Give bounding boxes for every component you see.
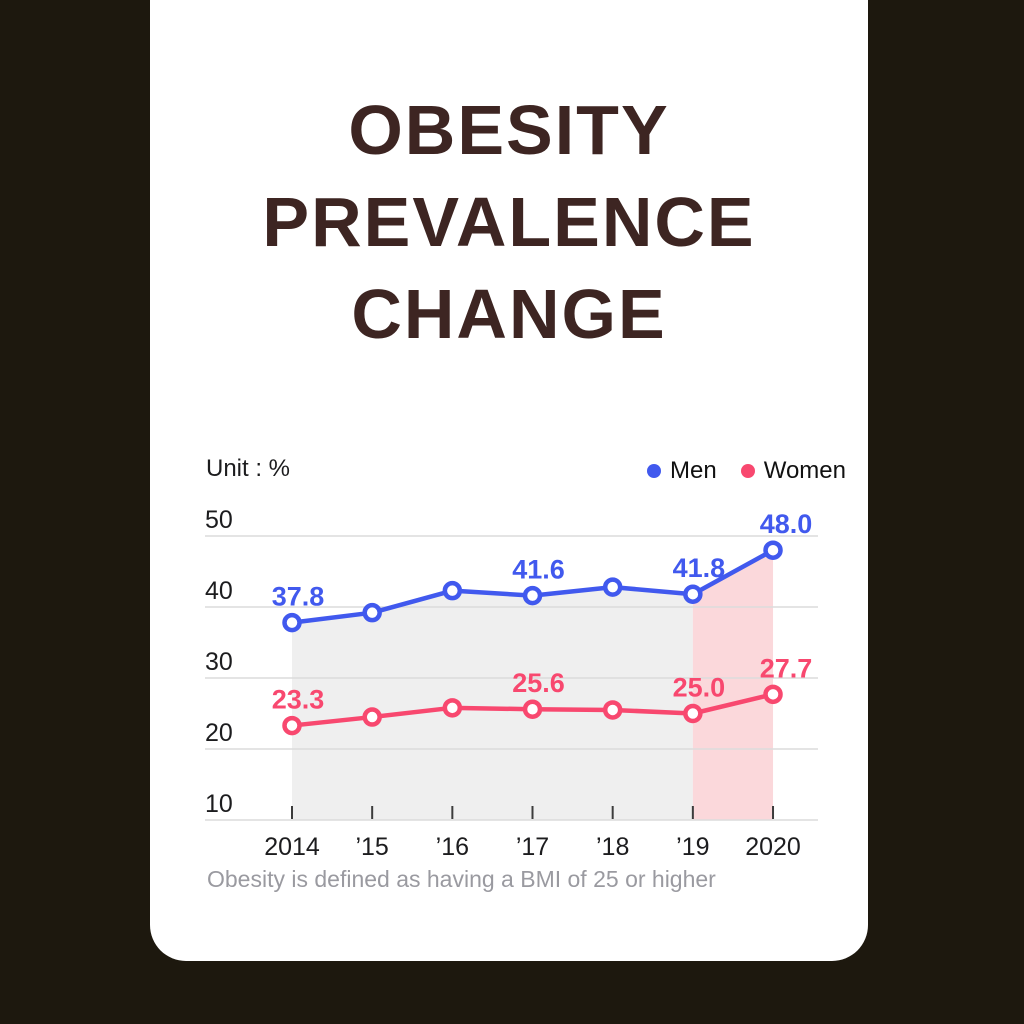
area-fill-highlight bbox=[692, 550, 774, 820]
men-legend-dot-icon bbox=[647, 464, 662, 478]
area-fill-base bbox=[292, 587, 693, 820]
line-chart: 50 40 30 20 10 2014 ’15 ’16 ’17 ’18 ’19 2020 37.8 41.… bbox=[205, 506, 818, 861]
women-value-label-2020: 27.7 bbox=[760, 653, 813, 683]
x-axis-label-0: 2014 bbox=[264, 833, 320, 861]
women-data-point-2014 bbox=[282, 715, 302, 736]
x-axis-label-1: ’15 bbox=[355, 833, 388, 861]
women-data-point-’15 bbox=[362, 707, 382, 727]
unit-label: Unit : % bbox=[206, 455, 291, 482]
x-axis-label-5: ’19 bbox=[676, 833, 709, 861]
women-data-point-’16 bbox=[442, 698, 463, 718]
women-data-point-2020 bbox=[763, 684, 783, 705]
x-axis-label-2: ’16 bbox=[436, 833, 469, 861]
men-data-point-’15 bbox=[362, 602, 382, 623]
legend: Men Women bbox=[647, 457, 846, 485]
y-axis-label-40: 40 bbox=[205, 577, 233, 605]
women-legend-dot-icon bbox=[740, 464, 755, 478]
x-axis-label-4: ’18 bbox=[596, 833, 629, 861]
women-data-point-’17 bbox=[522, 699, 543, 719]
women-data-point-’19 bbox=[683, 703, 703, 724]
page-title: OBESITY PREVALENCE CHANGE bbox=[262, 91, 756, 353]
women-value-label-’17: 25.6 bbox=[512, 668, 565, 698]
legend-label-women: Women bbox=[763, 457, 846, 484]
y-axis-label-30: 30 bbox=[205, 648, 233, 676]
y-axis-label-20: 20 bbox=[205, 719, 233, 747]
y-axis-label-50: 50 bbox=[205, 506, 233, 534]
men-data-point-’17 bbox=[522, 585, 543, 606]
women-value-label-’19: 25.0 bbox=[673, 673, 726, 703]
men-value-label-’19: 41.8 bbox=[673, 553, 726, 583]
x-axis-label-3: ’17 bbox=[516, 833, 549, 861]
men-value-label-2014: 37.8 bbox=[272, 582, 325, 612]
men-data-point-2020 bbox=[763, 540, 783, 560]
women-value-label-2014: 23.3 bbox=[272, 685, 325, 715]
legend-item-women: Women bbox=[740, 457, 846, 485]
men-data-point-’18 bbox=[602, 577, 623, 597]
men-value-label-’17: 41.6 bbox=[512, 555, 565, 585]
men-value-label-2020: 48.0 bbox=[760, 509, 813, 539]
legend-item-men: Men bbox=[647, 457, 717, 485]
y-axis-label-10: 10 bbox=[205, 790, 233, 818]
chart-footnote: Obesity is defined as having a BMI of 25… bbox=[207, 866, 716, 892]
women-data-point-’18 bbox=[602, 700, 623, 720]
men-data-point-’19 bbox=[683, 584, 703, 604]
men-data-point-’16 bbox=[442, 580, 463, 601]
men-data-point-2014 bbox=[282, 612, 302, 633]
x-axis-label-6: 2020 bbox=[745, 833, 801, 861]
legend-label-men: Men bbox=[670, 457, 717, 484]
